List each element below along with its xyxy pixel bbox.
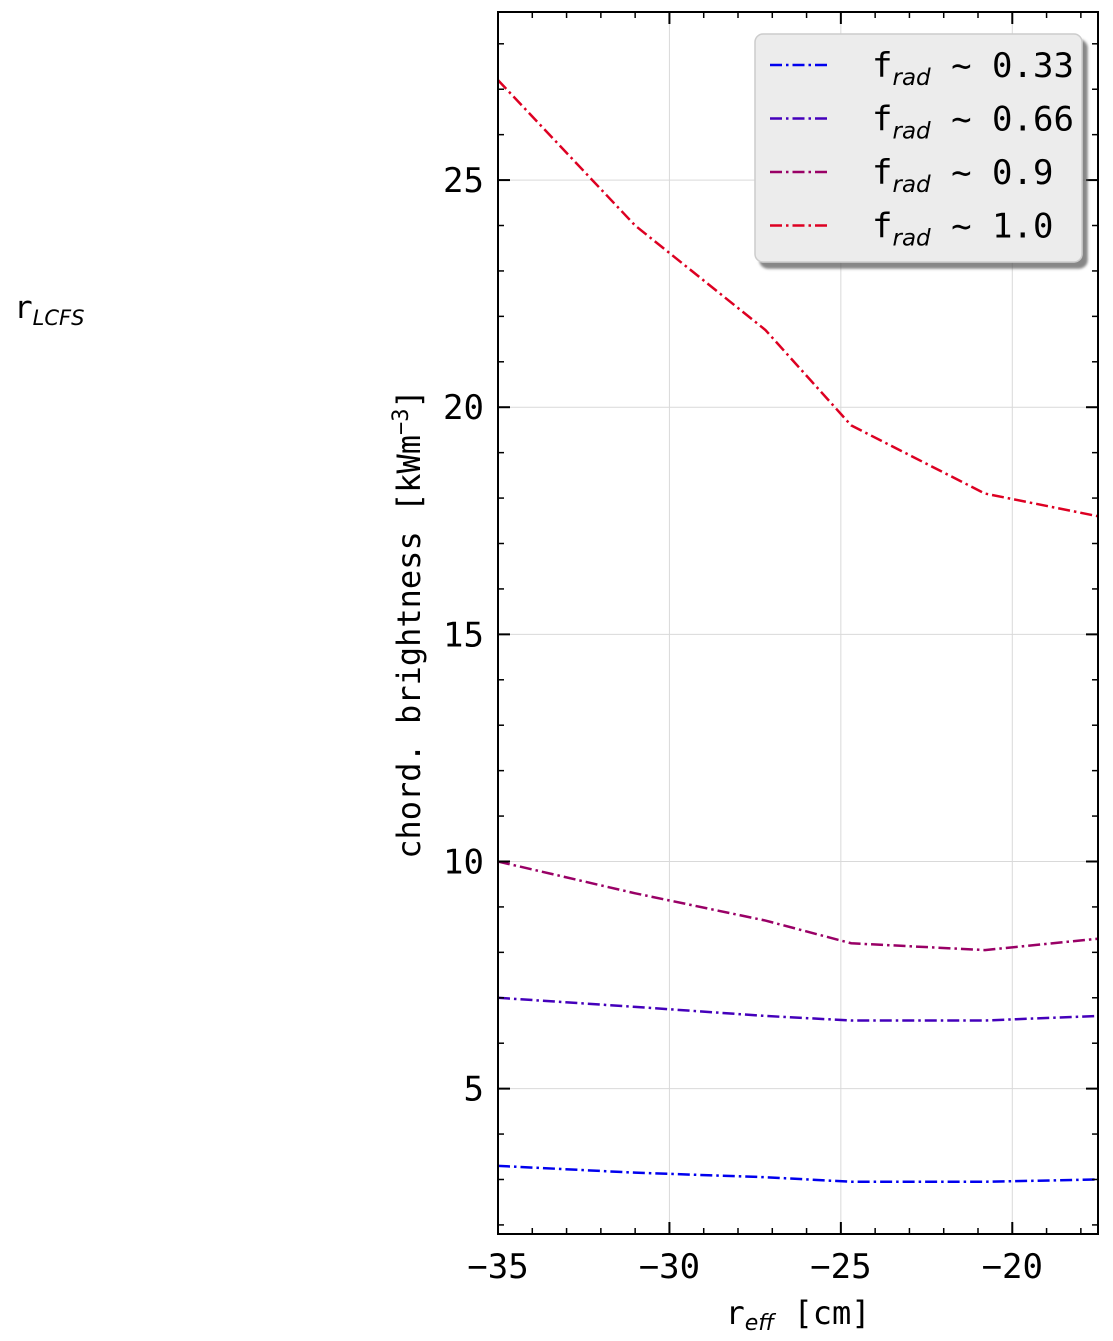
axis-ticks xyxy=(497,12,1098,1234)
legend-entry: frad ~ 0.66 xyxy=(872,100,1074,145)
x-tick-label: −30 xyxy=(639,1247,700,1287)
y-axis-label: chord. brightness [kWm−3] xyxy=(389,389,428,859)
x-axis-label: reff [cm] xyxy=(725,1294,870,1336)
y-tick-label: 10 xyxy=(443,842,484,882)
legend-entry: frad ~ 0.33 xyxy=(872,46,1074,91)
y-tick-label: 25 xyxy=(443,161,484,201)
y-tick-label: 15 xyxy=(443,615,484,655)
plot-frame xyxy=(497,11,1099,1235)
y-tick-label: 20 xyxy=(443,388,484,428)
x-tick-label: −20 xyxy=(982,1247,1043,1287)
series-line-4 xyxy=(497,79,1099,518)
legend-box xyxy=(754,33,1083,263)
legend-entry: frad ~ 0.9 xyxy=(872,153,1053,198)
tick-labels: −35 −30 −25 −20 5 10 15 20 25 xyxy=(443,161,1043,1287)
legend: frad ~ 0.33 frad ~ 0.66 frad ~ 0.9 frad ~ 1… xyxy=(754,33,1083,263)
y-tick-label: 5 xyxy=(464,1070,484,1110)
lcfs-label: rLCFS xyxy=(14,290,85,331)
series-lines xyxy=(497,79,1099,1184)
series-line-3 xyxy=(497,860,1099,952)
x-tick-label: −25 xyxy=(810,1247,871,1287)
series-line-1 xyxy=(497,1164,1099,1184)
legend-entry: frad ~ 1.0 xyxy=(872,207,1053,252)
series-line-2 xyxy=(497,996,1099,1022)
x-tick-label: −35 xyxy=(467,1247,528,1287)
